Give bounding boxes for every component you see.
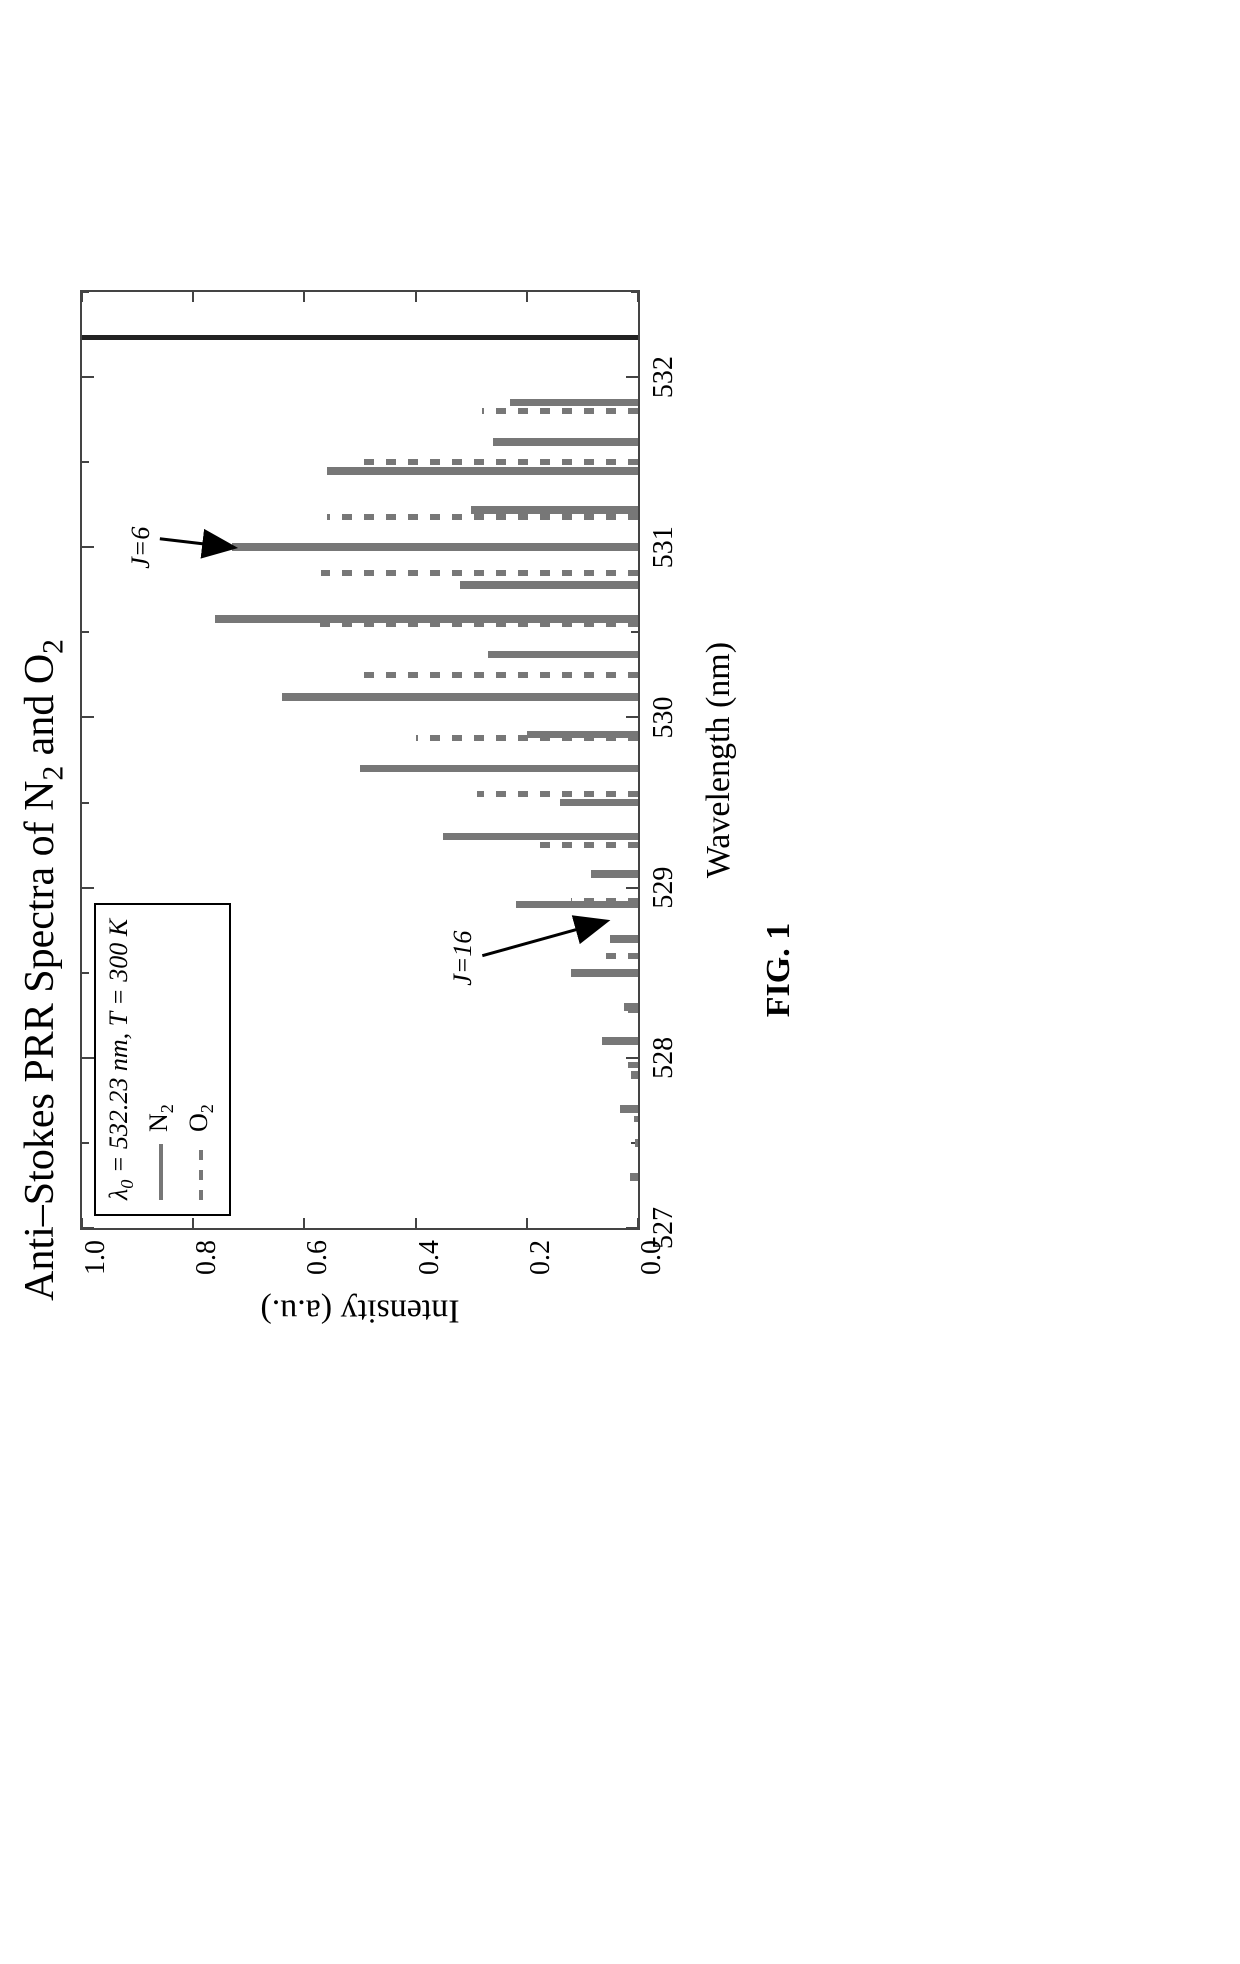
x-tick-label: 528 [648, 1037, 680, 1079]
y-tick-label: 0.8 [191, 1240, 223, 1275]
page: Anti–Stokes PRR Spectra of N2 and O2 Int… [0, 0, 1240, 1964]
plot-area: λ0 = 532.23 nm, T = 300 K N2 O2 0.00.20.… [80, 290, 640, 1230]
x-tick-label: 530 [648, 696, 680, 738]
chart-title: Anti–Stokes PRR Spectra of N2 and O2 [16, 620, 70, 1320]
annotation-arrow [82, 292, 638, 1228]
x-tick-label: 531 [648, 526, 680, 568]
x-tick-label: 529 [648, 867, 680, 909]
y-axis-label: Intensity (a.u.) [80, 1290, 640, 1330]
y-tick-label: 0.4 [414, 1240, 446, 1275]
x-tick-label: 532 [648, 356, 680, 398]
x-tick-label: 527 [648, 1207, 680, 1249]
figure-caption: FIG. 1 [760, 620, 798, 1320]
x-axis-label: Wavelength (nm) [700, 290, 738, 1230]
y-tick-label: 0.6 [302, 1240, 334, 1275]
y-tick-label: 0.2 [525, 1240, 557, 1275]
y-tick-label: 1.0 [80, 1240, 112, 1275]
chart-container: Anti–Stokes PRR Spectra of N2 and O2 Int… [80, 620, 1160, 1320]
